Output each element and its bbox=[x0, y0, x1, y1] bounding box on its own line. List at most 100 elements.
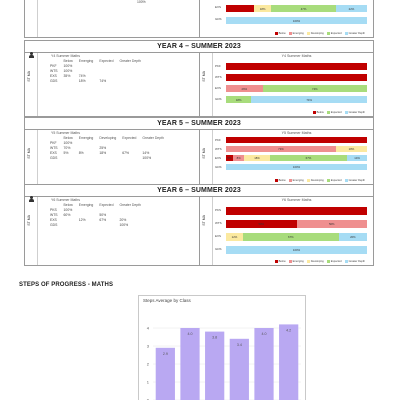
bar bbox=[180, 328, 200, 400]
table-row: EXS 35% 74% bbox=[47, 74, 144, 79]
table-cell: 8% bbox=[78, 151, 84, 155]
table-row: WTS 70% 25% bbox=[47, 146, 167, 151]
table-cell: WTS bbox=[50, 69, 58, 73]
bar-segment bbox=[226, 137, 367, 143]
bar bbox=[254, 328, 274, 400]
y-tick-label: 4 bbox=[147, 326, 150, 331]
table-title: Y4 Summer Maths bbox=[51, 54, 80, 58]
bar-exs: 26% 74% bbox=[226, 85, 367, 92]
bar-segment: 18% bbox=[244, 155, 270, 161]
y-tick-label: 2 bbox=[147, 362, 150, 367]
bar-segment: 18% bbox=[254, 5, 272, 12]
person-icon bbox=[29, 52, 34, 58]
table-row: PKS 100% bbox=[47, 208, 144, 213]
bar-segment: 12% bbox=[226, 233, 243, 241]
table-row: PKF 100% bbox=[47, 64, 144, 69]
row-label: GDS bbox=[215, 97, 222, 101]
table-row: GDS 100% bbox=[47, 223, 144, 228]
table-cell: 100% bbox=[63, 208, 73, 212]
table-cell bbox=[61, 156, 76, 161]
block-header: YEAR 5 – SUMMER 2023 bbox=[25, 118, 373, 130]
bar-wts: 50% 50% bbox=[226, 220, 367, 228]
year4-block: YEAR 4 – SUMMER 2023 ST MA Y4 Summer Mat… bbox=[24, 40, 374, 117]
year6-table: Below Emerging Expected Greater Depth PKS 100… bbox=[47, 203, 144, 228]
y-tick-label: 0 bbox=[147, 398, 150, 400]
block-header: YEAR 6 – SUMMER 2023 bbox=[25, 185, 373, 197]
table-cell: 18% bbox=[99, 151, 107, 155]
block-title: YEAR 4 – SUMMER 2023 bbox=[157, 43, 241, 50]
bar-gds: 100% bbox=[226, 164, 367, 170]
bar-segment: 100% bbox=[226, 164, 367, 170]
bar-exs: 5% 8% 18% 67% 14% bbox=[226, 155, 367, 161]
table-header-cell: Emerging bbox=[78, 59, 94, 63]
table-cell: PKS bbox=[50, 208, 57, 212]
bar-segment: 50% bbox=[296, 220, 367, 228]
table-header-cell: Greater Depth bbox=[119, 59, 141, 63]
row-label: GDS bbox=[215, 17, 222, 21]
table-row: GDS 100% bbox=[47, 156, 167, 161]
bar-wts: 73% 18% bbox=[226, 146, 367, 152]
table-cell: 25% bbox=[99, 146, 107, 150]
table-cell bbox=[116, 79, 144, 84]
block-title: YEAR 5 – SUMMER 2023 bbox=[157, 120, 241, 127]
data-label: 3.4 bbox=[237, 343, 242, 347]
row-label: EXS bbox=[215, 86, 222, 90]
legend: Below Expected Greater Depth bbox=[312, 110, 365, 114]
legend: Below Emerging Developing Expected Great… bbox=[274, 178, 365, 182]
bar-segment: 67% bbox=[269, 155, 348, 161]
table-cell: PKF bbox=[50, 64, 57, 68]
table-cell: 5% bbox=[63, 151, 69, 155]
bar-segment: 22% bbox=[335, 5, 367, 12]
table-cell: PKF bbox=[50, 141, 57, 145]
bar-segment bbox=[226, 74, 367, 81]
table-row: WTS 100% bbox=[47, 69, 144, 74]
table-row: WTS 60% 50% bbox=[47, 213, 144, 218]
bar-segment: 18% bbox=[335, 146, 367, 152]
table-header-cell: Below bbox=[63, 203, 73, 207]
table-cell bbox=[76, 156, 97, 161]
table-cell: 100% bbox=[137, 0, 146, 4]
table-cell: EXS bbox=[50, 151, 57, 155]
bar-wts bbox=[226, 74, 367, 81]
bar-segment: 73% bbox=[226, 146, 336, 152]
table-cell: 100% bbox=[63, 141, 73, 145]
block-header: YEAR 4 – SUMMER 2023 bbox=[25, 41, 373, 53]
table-header-cell: Greater Depth bbox=[119, 203, 141, 207]
bar bbox=[229, 338, 249, 400]
table-cell: EXS bbox=[50, 218, 57, 222]
bar-segment: 100% bbox=[226, 17, 367, 24]
table-title: Y6 Summer Maths bbox=[51, 198, 80, 202]
table-header-cell: Below bbox=[63, 136, 73, 140]
table-cell bbox=[61, 79, 76, 84]
table-row: EXS 12% 67% 20% bbox=[47, 218, 144, 223]
data-label: 4.0 bbox=[262, 332, 267, 336]
year3-block: 100% EXS 18% 47% 22% GDS 100% Below Emergi… bbox=[24, 0, 374, 38]
bar-exs: 18% 47% 22% bbox=[226, 5, 367, 12]
row-label: GDS bbox=[215, 165, 222, 169]
row-label: PKF bbox=[215, 138, 221, 142]
year4-chart-panel: Y4 Summer Maths ST MA PKF WTS EXS 26% 74%… bbox=[200, 53, 373, 116]
table-cell: 74% bbox=[99, 79, 107, 83]
row-label: EXS bbox=[215, 156, 222, 160]
row-label: PKS bbox=[215, 208, 222, 212]
table-row: GDS 18% 74% bbox=[47, 79, 144, 84]
table-row: PKF 100% bbox=[47, 141, 167, 146]
table-cell: 14% bbox=[142, 151, 150, 155]
row-label: EXS bbox=[215, 5, 222, 9]
table-cell: 100% bbox=[119, 223, 129, 227]
row-label: WTS bbox=[215, 221, 222, 225]
side-strip bbox=[25, 0, 38, 37]
row-label: GDS bbox=[215, 247, 222, 251]
data-label: 3.8 bbox=[212, 336, 217, 340]
table-cell bbox=[119, 156, 139, 161]
year3-chart-panel: EXS 18% 47% 22% GDS 100% Below Emerging De… bbox=[200, 0, 373, 37]
year4-table-panel: ST MA Y4 Summer Maths Below Emerging Expec… bbox=[25, 52, 200, 116]
year5-block: YEAR 5 – SUMMER 2023 ST MA Y5 Summer Mat… bbox=[24, 117, 374, 185]
data-label: 4.2 bbox=[286, 328, 291, 332]
table-cell: 20% bbox=[119, 218, 127, 222]
bar-segment bbox=[226, 63, 367, 70]
table-header-cell: Expected bbox=[99, 203, 114, 207]
bar-gds: 18% 74% bbox=[226, 96, 367, 103]
chart-title: Steps Average by Class bbox=[143, 298, 191, 303]
row-label: WTS bbox=[215, 147, 222, 151]
